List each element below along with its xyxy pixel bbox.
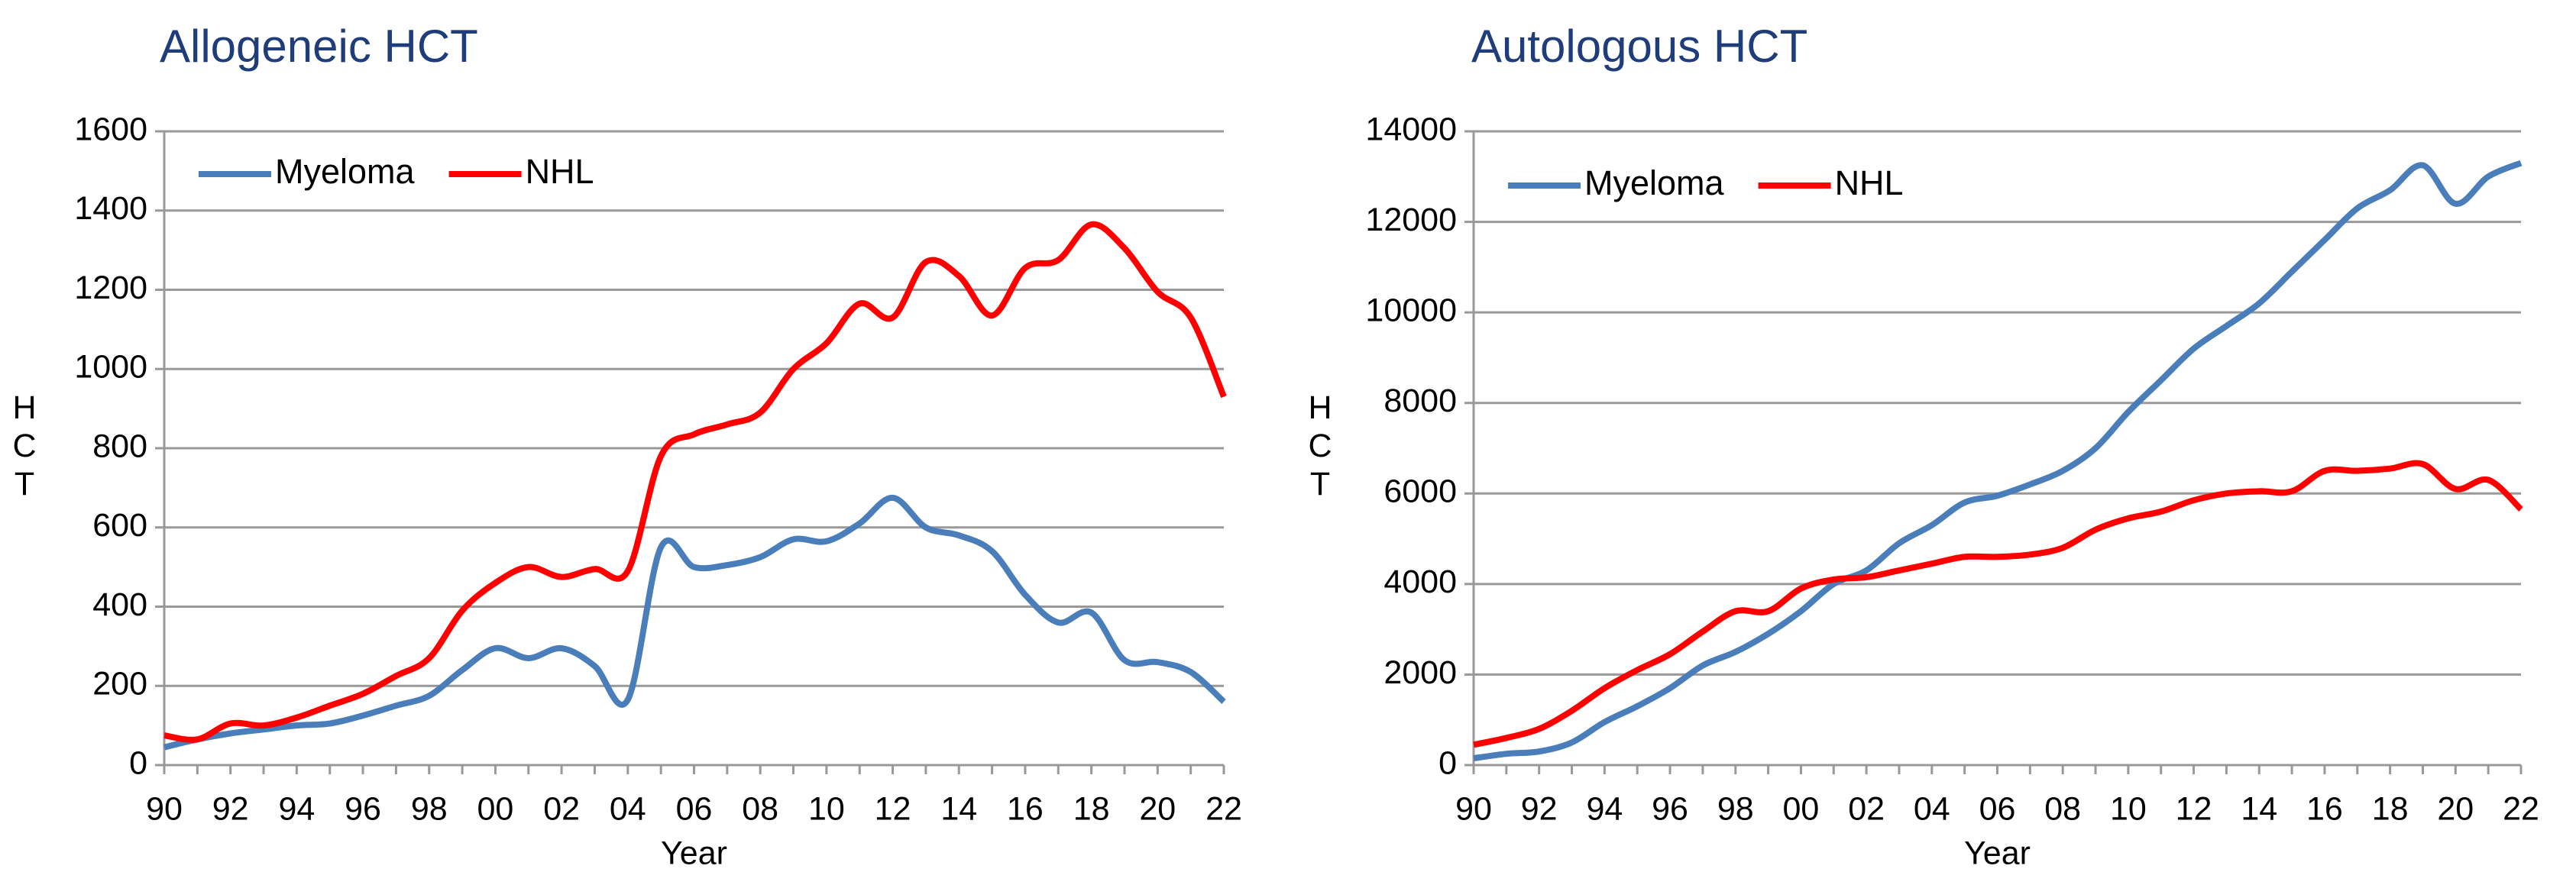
y-tick-label: 14000 xyxy=(1365,111,1457,147)
y-tick-label: 1400 xyxy=(74,190,147,227)
x-tick-label: 90 xyxy=(146,790,183,827)
x-tick-label: 94 xyxy=(278,790,315,827)
x-tick-label: 20 xyxy=(2437,790,2474,827)
x-tick-label: 08 xyxy=(742,790,778,827)
x-tick-label: 00 xyxy=(477,790,514,827)
x-axis-label: Year xyxy=(1964,835,2031,871)
y-axis-label-letter: C xyxy=(12,428,36,464)
y-tick-label: 800 xyxy=(92,428,147,464)
legend-label: Myeloma xyxy=(275,152,416,191)
x-tick-label: 98 xyxy=(411,790,448,827)
y-tick-label: 2000 xyxy=(1383,654,1457,691)
y-tick-label: 1600 xyxy=(74,111,147,147)
y-tick-label: 10000 xyxy=(1365,292,1457,329)
data-line xyxy=(163,494,1226,751)
y-tick-label: 0 xyxy=(129,744,147,781)
x-tick-label: 00 xyxy=(1783,790,1820,827)
x-tick-label: 16 xyxy=(1007,790,1044,827)
x-tick-label: 92 xyxy=(212,790,249,827)
y-tick-label: 12000 xyxy=(1365,202,1457,238)
x-tick-label: 98 xyxy=(1717,790,1754,827)
x-tick-label: 02 xyxy=(1848,790,1885,827)
legend-label: NHL xyxy=(1835,163,1904,202)
y-tick-label: 600 xyxy=(92,507,147,544)
x-tick-label: 20 xyxy=(1139,790,1176,827)
x-axis-label: Year xyxy=(661,835,727,871)
x-tick-label: 96 xyxy=(1652,790,1688,827)
y-tick-label: 0 xyxy=(1438,744,1457,781)
legend-label: Myeloma xyxy=(1584,163,1725,202)
data-line xyxy=(163,221,1227,743)
y-tick-label: 8000 xyxy=(1383,383,1457,419)
y-tick-label: 1000 xyxy=(74,349,147,386)
x-tick-label: 10 xyxy=(808,790,845,827)
legend-label: NHL xyxy=(526,152,594,191)
x-tick-label: 90 xyxy=(1455,790,1492,827)
x-tick-label: 04 xyxy=(610,790,646,827)
y-axis-label-letter: T xyxy=(1310,466,1330,502)
y-tick-label: 4000 xyxy=(1383,564,1457,600)
x-tick-label: 18 xyxy=(1073,790,1110,827)
data-line xyxy=(1473,460,2523,748)
x-tick-label: 12 xyxy=(875,790,911,827)
x-tick-label: 10 xyxy=(2110,790,2147,827)
y-tick-label: 1200 xyxy=(74,270,147,306)
y-tick-label: 400 xyxy=(92,586,147,623)
y-tick-label: 6000 xyxy=(1383,473,1457,510)
x-tick-label: 18 xyxy=(2372,790,2409,827)
x-tick-label: 16 xyxy=(2306,790,2343,827)
x-tick-label: 94 xyxy=(1586,790,1623,827)
data-line xyxy=(1473,160,2523,762)
y-axis-label-letter: H xyxy=(1308,389,1332,426)
x-tick-label: 06 xyxy=(676,790,713,827)
x-tick-label: 12 xyxy=(2176,790,2212,827)
y-axis-label-letter: T xyxy=(15,466,34,502)
x-tick-label: 02 xyxy=(543,790,580,827)
x-tick-label: 96 xyxy=(345,790,381,827)
x-tick-label: 04 xyxy=(1914,790,1950,827)
x-tick-label: 14 xyxy=(2241,790,2277,827)
x-tick-label: 08 xyxy=(2044,790,2081,827)
x-tick-label: 06 xyxy=(1979,790,2016,827)
x-tick-label: 22 xyxy=(2503,790,2539,827)
y-axis-label-letter: H xyxy=(12,389,36,426)
y-axis-label-letter: C xyxy=(1308,428,1332,464)
y-tick-label: 200 xyxy=(92,666,147,702)
chart-title: Autologous HCT xyxy=(1471,21,1807,72)
x-tick-label: 92 xyxy=(1521,790,1558,827)
x-tick-label: 22 xyxy=(1205,790,1242,827)
x-tick-label: 14 xyxy=(940,790,977,827)
chart-title: Allogeneic HCT xyxy=(160,21,478,72)
